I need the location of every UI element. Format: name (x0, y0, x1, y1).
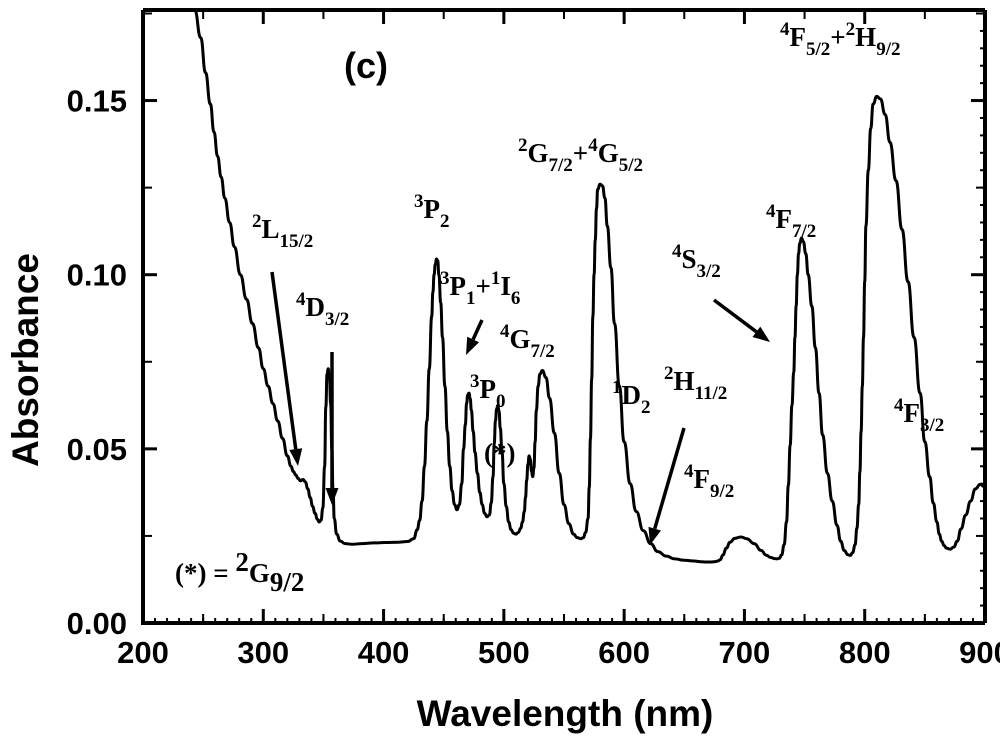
annotation-arrow-shaft (712, 298, 758, 334)
annotation-D3_2: 4D3/2 (296, 289, 349, 505)
panel-label: (c) (344, 45, 388, 86)
x-axis-title: Wavelength (nm) (417, 693, 714, 734)
peak-annotations: 2L15/2 4D3/2 3P2 3P1+1I6 3P0 4G7/2 (*) 2G7/2+4G… (252, 19, 944, 545)
y-tick-label: 0.15 (67, 84, 127, 119)
peak-label-G72_G52: 2G7/2+4G5/2 (518, 135, 643, 176)
peak-label-star: (*) (484, 438, 515, 468)
chart-ticks (141, 10, 987, 625)
x-tick-label: 700 (719, 635, 771, 670)
annotation-F52_H92: 4F5/2+2H9/2 (780, 19, 900, 60)
y-tick-label: 0.10 (67, 258, 127, 293)
peak-label-F3_2: 4F3/2 (894, 395, 944, 436)
peak-label-P2: 3P2 (414, 191, 450, 232)
annotation-arrow-head (466, 336, 479, 355)
peak-label-D3_2: 4D3/2 (296, 289, 349, 330)
peak-label-G7_2: 4G7/2 (500, 321, 555, 362)
annotation-D2: 1D2 (612, 377, 651, 418)
x-tick-label: 900 (959, 635, 1000, 670)
annotation-arrow-shaft (653, 427, 686, 530)
annotation-L15_2: 2L15/2 (252, 211, 313, 466)
annotation-P0: 3P0 (470, 371, 506, 412)
y-tick-label: 0.05 (67, 432, 127, 467)
chart-tick-labels: 200 300 400 500 600 700 800 900 0.00 0.05 0.10 0.15 (67, 84, 1000, 670)
annotation-F3_2: 4F3/2 (894, 395, 944, 436)
peak-label-P0: 3P0 (470, 371, 506, 412)
x-tick-label: 600 (598, 635, 650, 670)
annotation-arrow-head (752, 326, 770, 342)
annotation-arrow-shaft (270, 271, 298, 450)
peak-label-H11_2: 2H11/2 (664, 363, 727, 404)
x-tick-label: 400 (358, 635, 410, 670)
peak-label-L15_2: 2L15/2 (252, 211, 313, 252)
annotation-arrow-shaft (471, 319, 484, 341)
y-tick-label: 0.00 (67, 606, 127, 641)
annotation-arrow-head (289, 448, 303, 466)
x-tick-label: 800 (839, 635, 891, 670)
peak-label-F7_2: 4F7/2 (766, 201, 816, 242)
annotation-F9_2: 4F9/2 (684, 461, 734, 502)
peak-label-F9_2: 4F9/2 (684, 461, 734, 502)
annotation-arrow-head (325, 488, 339, 505)
annotation-G72_G52: 2G7/2+4G5/2 (518, 135, 643, 176)
x-tick-label: 500 (478, 635, 530, 670)
annotation-star: (*) (484, 438, 515, 468)
annotation-arrow-head (648, 526, 661, 545)
y-axis-title: Absorbance (5, 253, 46, 467)
peak-label-S3_2: 4S3/2 (672, 241, 721, 282)
peak-label-F52_H92: 4F5/2+2H9/2 (780, 19, 900, 60)
x-tick-label: 200 (117, 635, 169, 670)
footnote-text: (*) = 2G9/2 (175, 547, 304, 597)
annotation-H11_2: 2H11/2 (648, 363, 727, 545)
x-tick-label: 300 (237, 635, 289, 670)
annotation-S3_2: 4S3/2 (672, 241, 770, 342)
annotation-F7_2: 4F7/2 (766, 201, 816, 242)
annotation-P1_I6: 3P1+1I6 (440, 268, 520, 355)
annotation-P2: 3P2 (414, 191, 450, 232)
annotation-G7_2: 4G7/2 (500, 321, 555, 362)
peak-label-P1_I6: 3P1+1I6 (440, 268, 520, 309)
footnote-annotation: (*) = 2G9/2 (175, 547, 304, 597)
peak-label-D2: 1D2 (612, 377, 651, 418)
